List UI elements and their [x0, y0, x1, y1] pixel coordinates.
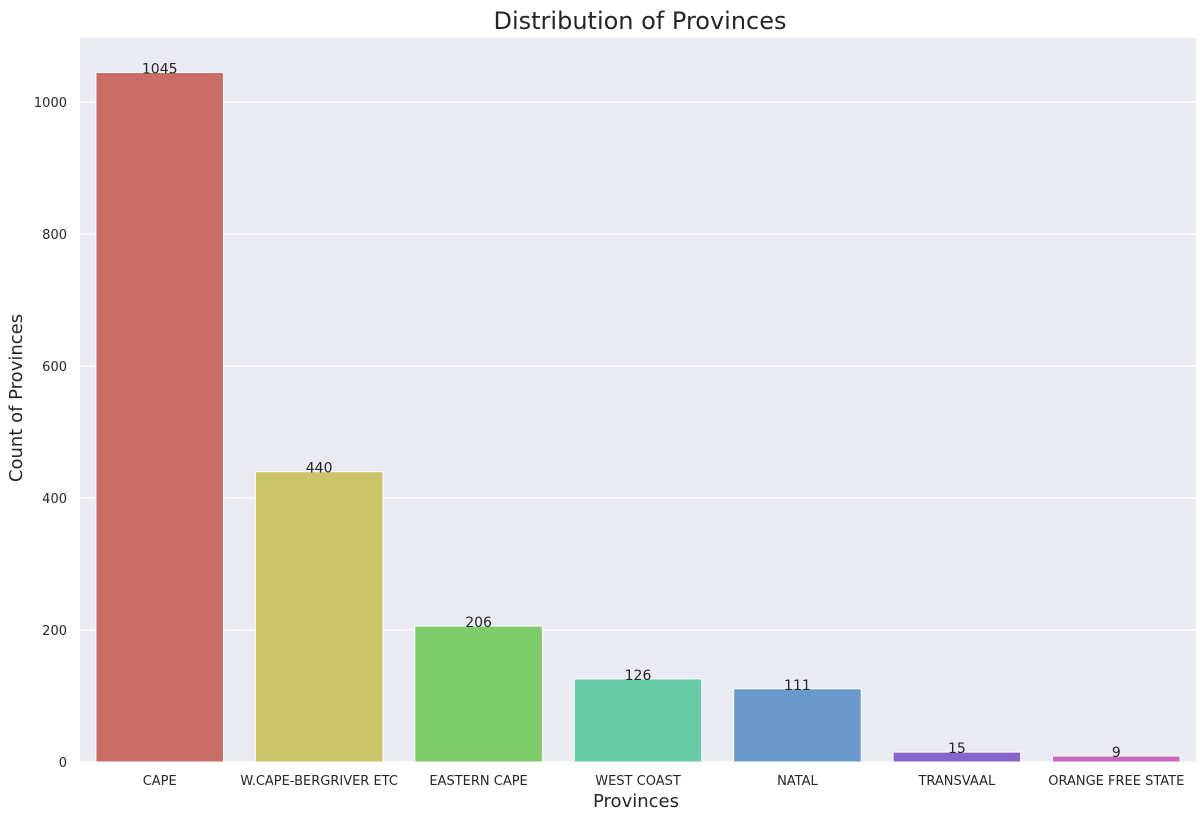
y-tick-label: 400: [42, 492, 67, 507]
bar: [95, 71, 224, 763]
y-tick-label: 0: [59, 756, 67, 771]
bar-value-label: 440: [306, 461, 333, 477]
bar-value-label: 9: [1112, 745, 1121, 761]
bar: [892, 751, 1022, 763]
y-tick-label: 600: [42, 360, 67, 375]
bar-value-label: 1045: [142, 61, 178, 77]
bar: [1052, 755, 1181, 763]
y-tick-label: 200: [42, 624, 67, 639]
bars: [95, 71, 1181, 763]
plot-background: [80, 38, 1196, 762]
x-tick-label: NATAL: [777, 774, 818, 789]
chart-title: Distribution of Provinces: [493, 7, 786, 35]
bar-value-label: 111: [784, 678, 811, 694]
x-tick-labels: CAPE W.CAPE-BERGRIVER ETC EASTERN CAPE WEST…: [143, 774, 1185, 789]
x-tick-label: ORANGE FREE STATE: [1048, 774, 1184, 789]
bar: [733, 688, 862, 763]
bar: [573, 678, 703, 763]
x-tick-label: W.CAPE-BERGRIVER ETC: [240, 774, 398, 789]
x-tick-label: EASTERN CAPE: [429, 774, 527, 789]
value-labels: 1045 440 206 126 111 15 9: [142, 61, 1121, 761]
x-tick-label: TRANSVAAL: [917, 774, 996, 789]
bar-value-label: 15: [948, 741, 966, 757]
x-tick-label: WEST COAST: [595, 774, 681, 789]
y-tick-labels: 0 200 400 600 800 1000: [34, 96, 67, 771]
bar-value-label: 126: [625, 668, 652, 684]
y-tick-label: 1000: [34, 96, 67, 111]
x-tick-label: CAPE: [143, 774, 177, 789]
bar: [254, 471, 384, 763]
y-tick-label: 800: [42, 228, 67, 243]
y-axis-label: Count of Provinces: [6, 314, 27, 482]
x-axis-label: Provinces: [593, 791, 679, 812]
bar: [414, 625, 543, 763]
bar-value-label: 206: [465, 615, 492, 631]
